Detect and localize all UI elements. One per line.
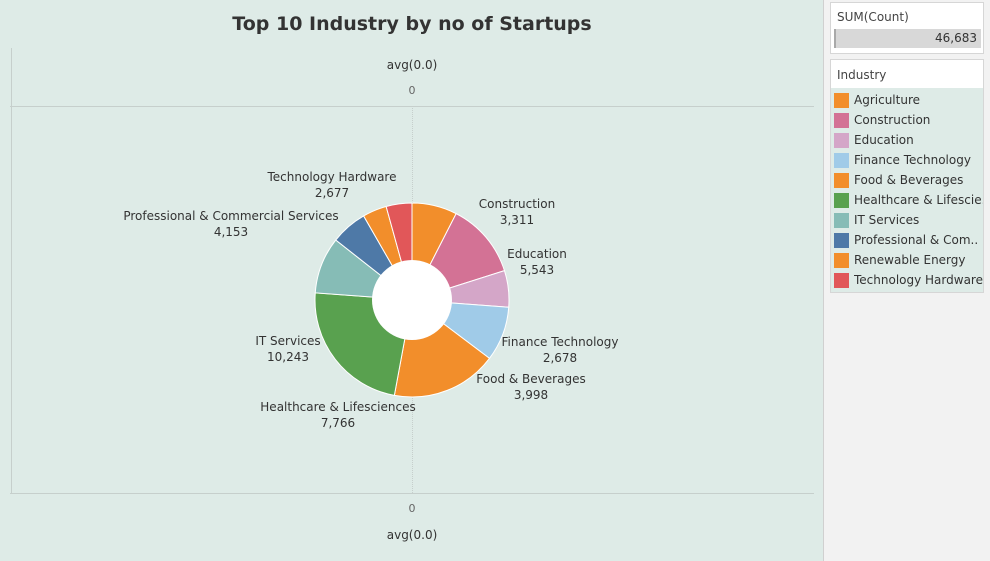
top-axis-tick: 0: [408, 84, 416, 97]
legend-title: Industry: [837, 68, 887, 82]
donut-chart[interactable]: Construction 3,311 Education 5,543 Finance T…: [0, 0, 824, 561]
donut-hole: [372, 260, 452, 340]
slice-value-label: 3,998: [514, 388, 548, 402]
slice-label: Food & Beverages: [476, 372, 585, 386]
legend-label: Professional & Com..: [854, 233, 979, 247]
legend-item[interactable]: IT Services: [831, 210, 983, 230]
slice-value-label: 7,766: [321, 416, 355, 430]
legend-swatch: [834, 232, 849, 248]
slice-label: Technology Hardware: [267, 170, 397, 184]
legend-label: Education: [854, 133, 914, 147]
legend-list: Agriculture Construction Education Finan…: [831, 88, 983, 292]
slice-label: Education: [507, 247, 567, 261]
top-axis-label: avg(0.0): [386, 58, 438, 72]
legend-item[interactable]: Technology Hardware: [831, 270, 983, 290]
legend-item[interactable]: Healthcare & Lifescie..: [831, 190, 983, 210]
legend-label: Finance Technology: [854, 153, 971, 167]
slice-label: Construction: [479, 197, 555, 211]
legend-swatch: [834, 172, 849, 188]
slice-label: Healthcare & Lifesciences: [260, 400, 415, 414]
sum-count-value: 46,683: [935, 31, 977, 45]
sum-count-title: SUM(Count): [837, 10, 909, 24]
slice-value-label: 2,677: [315, 186, 349, 200]
legend-swatch: [834, 132, 849, 148]
slice-value-label: 4,153: [214, 225, 248, 239]
legend-item[interactable]: Construction: [831, 110, 983, 130]
legend-swatch: [834, 112, 849, 128]
left-axis-line: [11, 48, 12, 493]
chart-title: Top 10 Industry by no of Startups: [232, 13, 592, 35]
slice-value-label: 5,543: [520, 263, 554, 277]
legend-swatch: [834, 272, 849, 288]
sum-count-bar: 46,683: [834, 29, 981, 48]
legend-label: Construction: [854, 113, 931, 127]
slice-value-label: 2,678: [543, 351, 577, 365]
sum-count-panel: SUM(Count) 46,683: [830, 2, 984, 54]
legend-item[interactable]: Renewable Energy: [831, 250, 983, 270]
legend-label: Renewable Energy: [854, 253, 966, 267]
slice-value-label: 3,311: [500, 213, 534, 227]
legend-swatch: [834, 192, 849, 208]
legend-item[interactable]: Agriculture: [831, 90, 983, 110]
legend-label: Technology Hardware: [854, 273, 983, 287]
slice-label: IT Services: [255, 334, 320, 348]
legend-swatch: [834, 252, 849, 268]
slice-label: Finance Technology: [502, 335, 619, 349]
chart-area: Top 10 Industry by no of Startups avg(0.…: [0, 0, 824, 561]
slice-label: Professional & Commercial Services: [123, 209, 338, 223]
legend-label: Food & Beverages: [854, 173, 964, 187]
legend-label: IT Services: [854, 213, 920, 227]
bottom-axis-tick: 0: [408, 502, 416, 515]
legend-item[interactable]: Professional & Com..: [831, 230, 983, 250]
legend-swatch: [834, 152, 849, 168]
legend-label: Agriculture: [854, 93, 920, 107]
industry-legend: Industry Agriculture Construction Educat…: [830, 59, 984, 293]
legend-item[interactable]: Food & Beverages: [831, 170, 983, 190]
legend-item[interactable]: Education: [831, 130, 983, 150]
legend-item[interactable]: Finance Technology: [831, 150, 983, 170]
bottom-axis-label: avg(0.0): [386, 528, 438, 542]
legend-swatch: [834, 92, 849, 108]
slice-value-label: 10,243: [267, 350, 309, 364]
legend-swatch: [834, 212, 849, 228]
bottom-axis-line: [10, 493, 814, 494]
legend-label: Healthcare & Lifescie..: [854, 193, 983, 207]
